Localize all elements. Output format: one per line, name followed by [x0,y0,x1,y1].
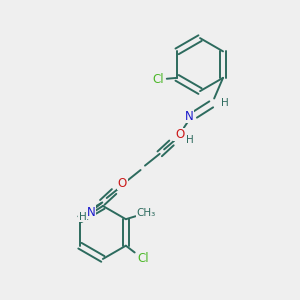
Text: H: H [220,98,228,108]
Text: H: H [186,135,194,145]
Text: CH₃: CH₃ [136,208,155,218]
Text: N: N [174,128,183,141]
Text: O: O [118,177,127,190]
Text: N: N [87,206,96,219]
Text: Cl: Cl [153,73,164,86]
Text: O: O [175,128,184,141]
Text: H: H [79,212,86,222]
Text: N: N [185,110,194,123]
Text: Cl: Cl [137,252,149,265]
